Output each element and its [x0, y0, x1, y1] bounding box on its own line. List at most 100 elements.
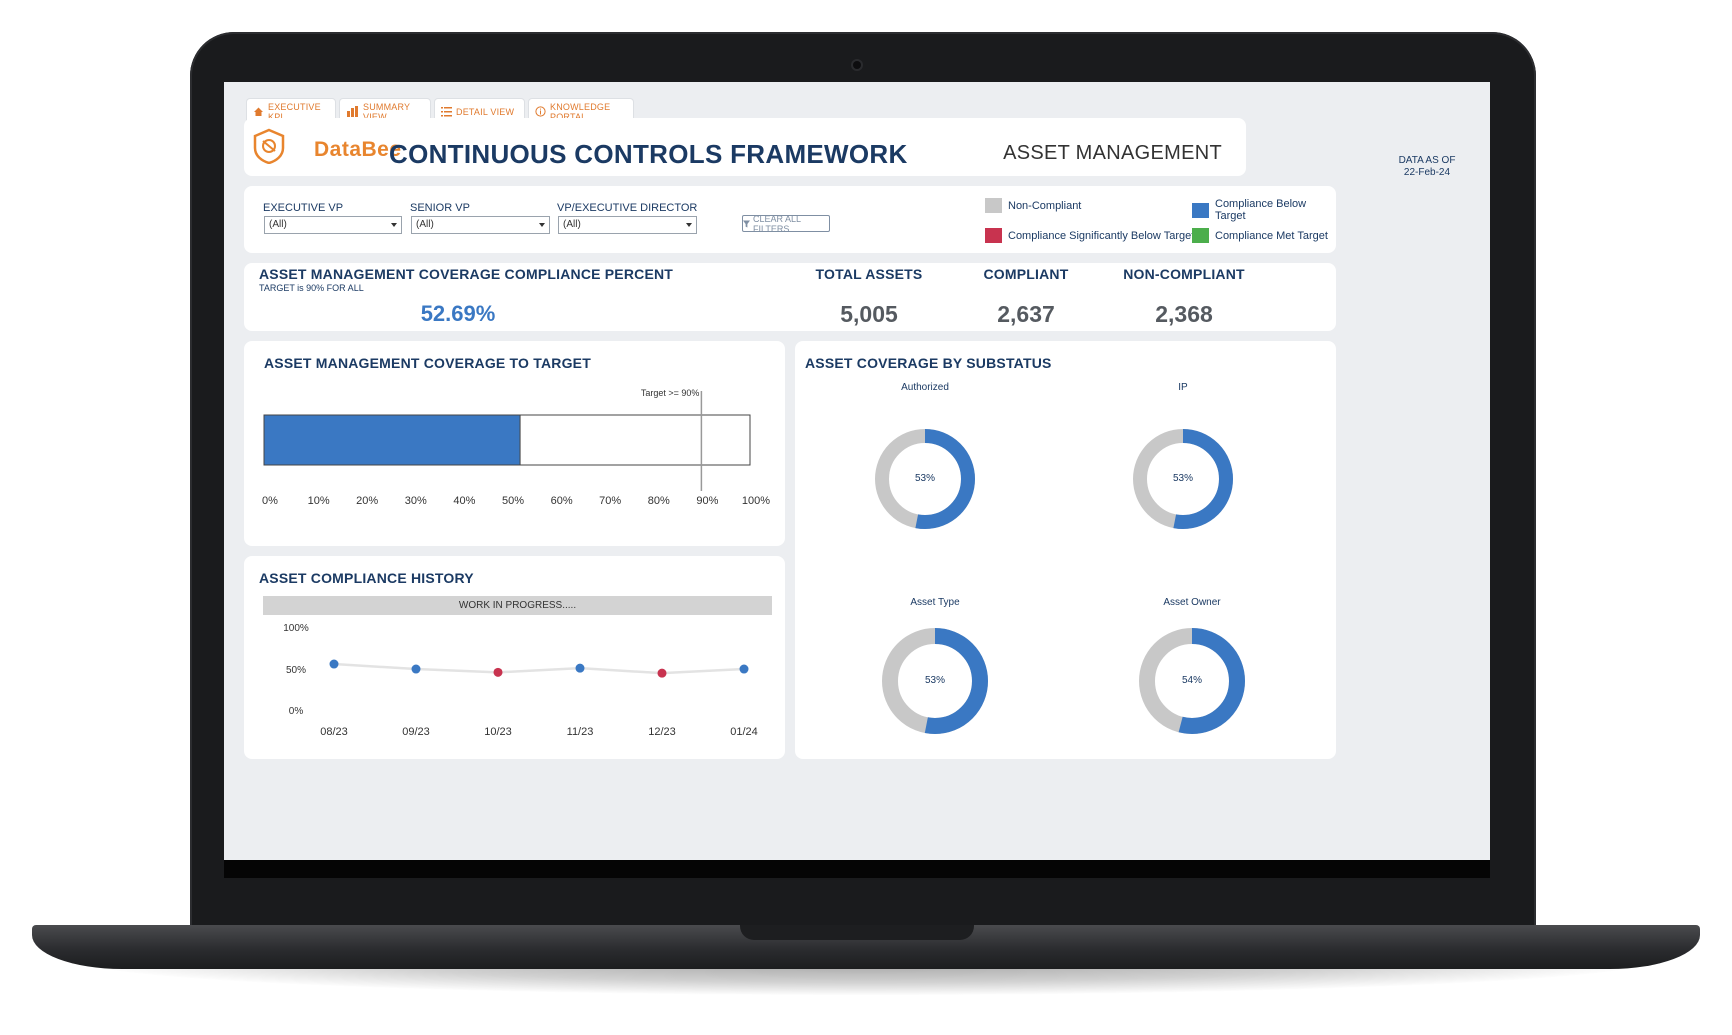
data-as-of-date: 22-Feb-24	[1403, 167, 1451, 178]
x-tick-label: 90%	[696, 495, 719, 507]
donut-percent-label: 54%	[1181, 675, 1203, 686]
legend-label: Compliance Met Target	[1215, 229, 1328, 242]
x-tick-label: 30%	[404, 495, 427, 507]
total-assets-value: 5,005	[840, 301, 898, 327]
x-tick-label: 60%	[550, 495, 573, 507]
legend-label: Non-Compliant	[1008, 199, 1082, 212]
work-in-progress-banner: WORK IN PROGRESS.....	[263, 596, 772, 615]
x-tick-label: 01/24	[730, 726, 758, 738]
filters-card: EXECUTIVE VP (All) SENIOR VP (All) VP/EX…	[244, 186, 1336, 253]
x-tick-label: 0%	[262, 495, 278, 507]
select-value: (All)	[269, 219, 287, 230]
donut-title: IP	[1178, 382, 1188, 393]
filter-icon	[743, 219, 751, 228]
panel-title: ASSET MANAGEMENT COVERAGE TO TARGET	[264, 355, 591, 371]
data-as-of-label: DATA AS OF	[1398, 155, 1456, 166]
substatus-donut-charts	[875, 429, 1245, 734]
coverage-title: ASSET MANAGEMENT COVERAGE COMPLIANCE PER…	[259, 266, 674, 282]
compliant-value: 2,637	[997, 301, 1055, 327]
vp-executive-director-label: VP/EXECUTIVE DIRECTOR	[557, 202, 698, 214]
chevron-down-icon	[539, 223, 545, 227]
select-value: (All)	[563, 219, 581, 230]
legend-below-target: Compliance Below Target	[1192, 198, 1336, 222]
x-tick-label: 08/23	[320, 726, 348, 738]
chevron-down-icon	[686, 223, 692, 227]
data-point[interactable]	[411, 664, 421, 674]
donut-title: Asset Type	[910, 597, 960, 608]
x-tick-label: 11/23	[566, 726, 594, 738]
y-tick-label: 50%	[285, 664, 307, 676]
donut-title: Authorized	[901, 382, 949, 393]
data-point[interactable]	[657, 668, 667, 678]
logo-text: DataBee	[314, 138, 402, 161]
data-point[interactable]	[575, 663, 585, 673]
x-tick-label: 50%	[501, 495, 525, 507]
tab-label: EXECUTIVE KPI	[268, 101, 321, 122]
compliant-label: COMPLIANT	[983, 266, 1069, 282]
coverage-bullet-chart	[263, 391, 751, 491]
laptop-notch	[740, 925, 974, 940]
senior-vp-select[interactable]: (All)	[411, 216, 550, 234]
donut-percent-label: 53%	[914, 473, 936, 484]
tab-label: KNOWLEDGE PORTAL	[550, 101, 611, 122]
legend-non-compliant: Non-Compliant	[985, 198, 1081, 213]
x-tick-label: 20%	[356, 495, 379, 507]
x-tick-label: 09/23	[402, 726, 430, 738]
select-value: (All)	[416, 219, 434, 230]
vp-executive-director-select[interactable]: (All)	[558, 216, 697, 234]
databee-logo-icon	[253, 128, 285, 164]
tab-label: DETAIL VIEW	[456, 106, 515, 117]
x-tick-label: 100%	[741, 495, 771, 507]
legend-met-target: Compliance Met Target	[1192, 228, 1328, 243]
donut-title: Asset Owner	[1163, 597, 1221, 608]
screen-bottom-bezel	[224, 860, 1490, 878]
home-icon	[254, 107, 263, 116]
section-title: ASSET MANAGEMENT	[1003, 142, 1222, 164]
camera	[853, 61, 861, 69]
bar-fill	[263, 414, 521, 466]
coverage-to-target-panel: ASSET MANAGEMENT COVERAGE TO TARGET Targ…	[244, 341, 785, 546]
header-card: DataBee CONTINUOUS CONTROLS FRAMEWORK AS…	[244, 118, 1246, 176]
compliance-history-panel: ASSET COMPLIANCE HISTORY WORK IN PROGRES…	[244, 556, 785, 759]
legend-swatch	[1192, 228, 1209, 243]
y-tick-label: 0%	[288, 706, 304, 717]
compliance-line-chart	[329, 659, 749, 678]
data-point[interactable]	[493, 667, 503, 677]
series-line	[333, 662, 745, 675]
non-compliant-value: 2,368	[1155, 301, 1213, 327]
donut-slice[interactable]	[875, 429, 975, 529]
x-tick-label: 70%	[599, 495, 622, 507]
tab-label: SUMMARY VIEW	[363, 101, 411, 122]
donut-percent-label: 53%	[924, 675, 946, 686]
legend-swatch	[985, 198, 1002, 213]
target-label: Target >= 90%	[640, 388, 700, 398]
donut-slice[interactable]	[1133, 429, 1233, 529]
info-icon	[535, 106, 546, 117]
panel-title: ASSET COVERAGE BY SUBSTATUS	[805, 355, 1052, 371]
y-tick-label: 100%	[283, 623, 309, 634]
legend-swatch	[985, 228, 1002, 243]
clear-all-filters-button[interactable]: CLEAR ALL FILTERS	[742, 214, 830, 234]
legend-label: Compliance Significantly Below Target	[1008, 229, 1195, 242]
legend-label: Compliance Below Target	[1215, 198, 1307, 222]
chevron-down-icon	[391, 223, 397, 227]
legend-significantly-below: Compliance Significantly Below Target	[985, 228, 1194, 243]
non-compliant-label: NON-COMPLIANT	[1123, 266, 1245, 282]
x-tick-label: 12/23	[648, 726, 676, 738]
x-tick-label: 80%	[647, 495, 670, 507]
total-assets-label: TOTAL ASSETS	[815, 266, 923, 282]
coverage-percent-value: 52.69%	[420, 301, 496, 326]
executive-vp-select[interactable]: (All)	[264, 216, 402, 234]
page-title: CONTINUOUS CONTROLS FRAMEWORK	[389, 139, 908, 169]
x-tick-label: 10%	[307, 495, 330, 507]
data-point[interactable]	[329, 659, 339, 669]
target-note: TARGET is 90% FOR ALL	[259, 283, 364, 293]
donut-slice[interactable]	[882, 628, 988, 734]
substatus-panel: ASSET COVERAGE BY SUBSTATUS Authorized 53…	[795, 341, 1336, 759]
executive-vp-label: EXECUTIVE VP	[263, 202, 344, 214]
dashboard-screen: EXECUTIVE KPI SUMMARY VIEW DETAIL VIEW K…	[224, 82, 1490, 860]
legend-swatch	[1192, 202, 1209, 218]
data-point[interactable]	[739, 664, 749, 674]
donut-slice[interactable]	[1139, 628, 1245, 734]
bar-chart-icon	[347, 106, 358, 117]
